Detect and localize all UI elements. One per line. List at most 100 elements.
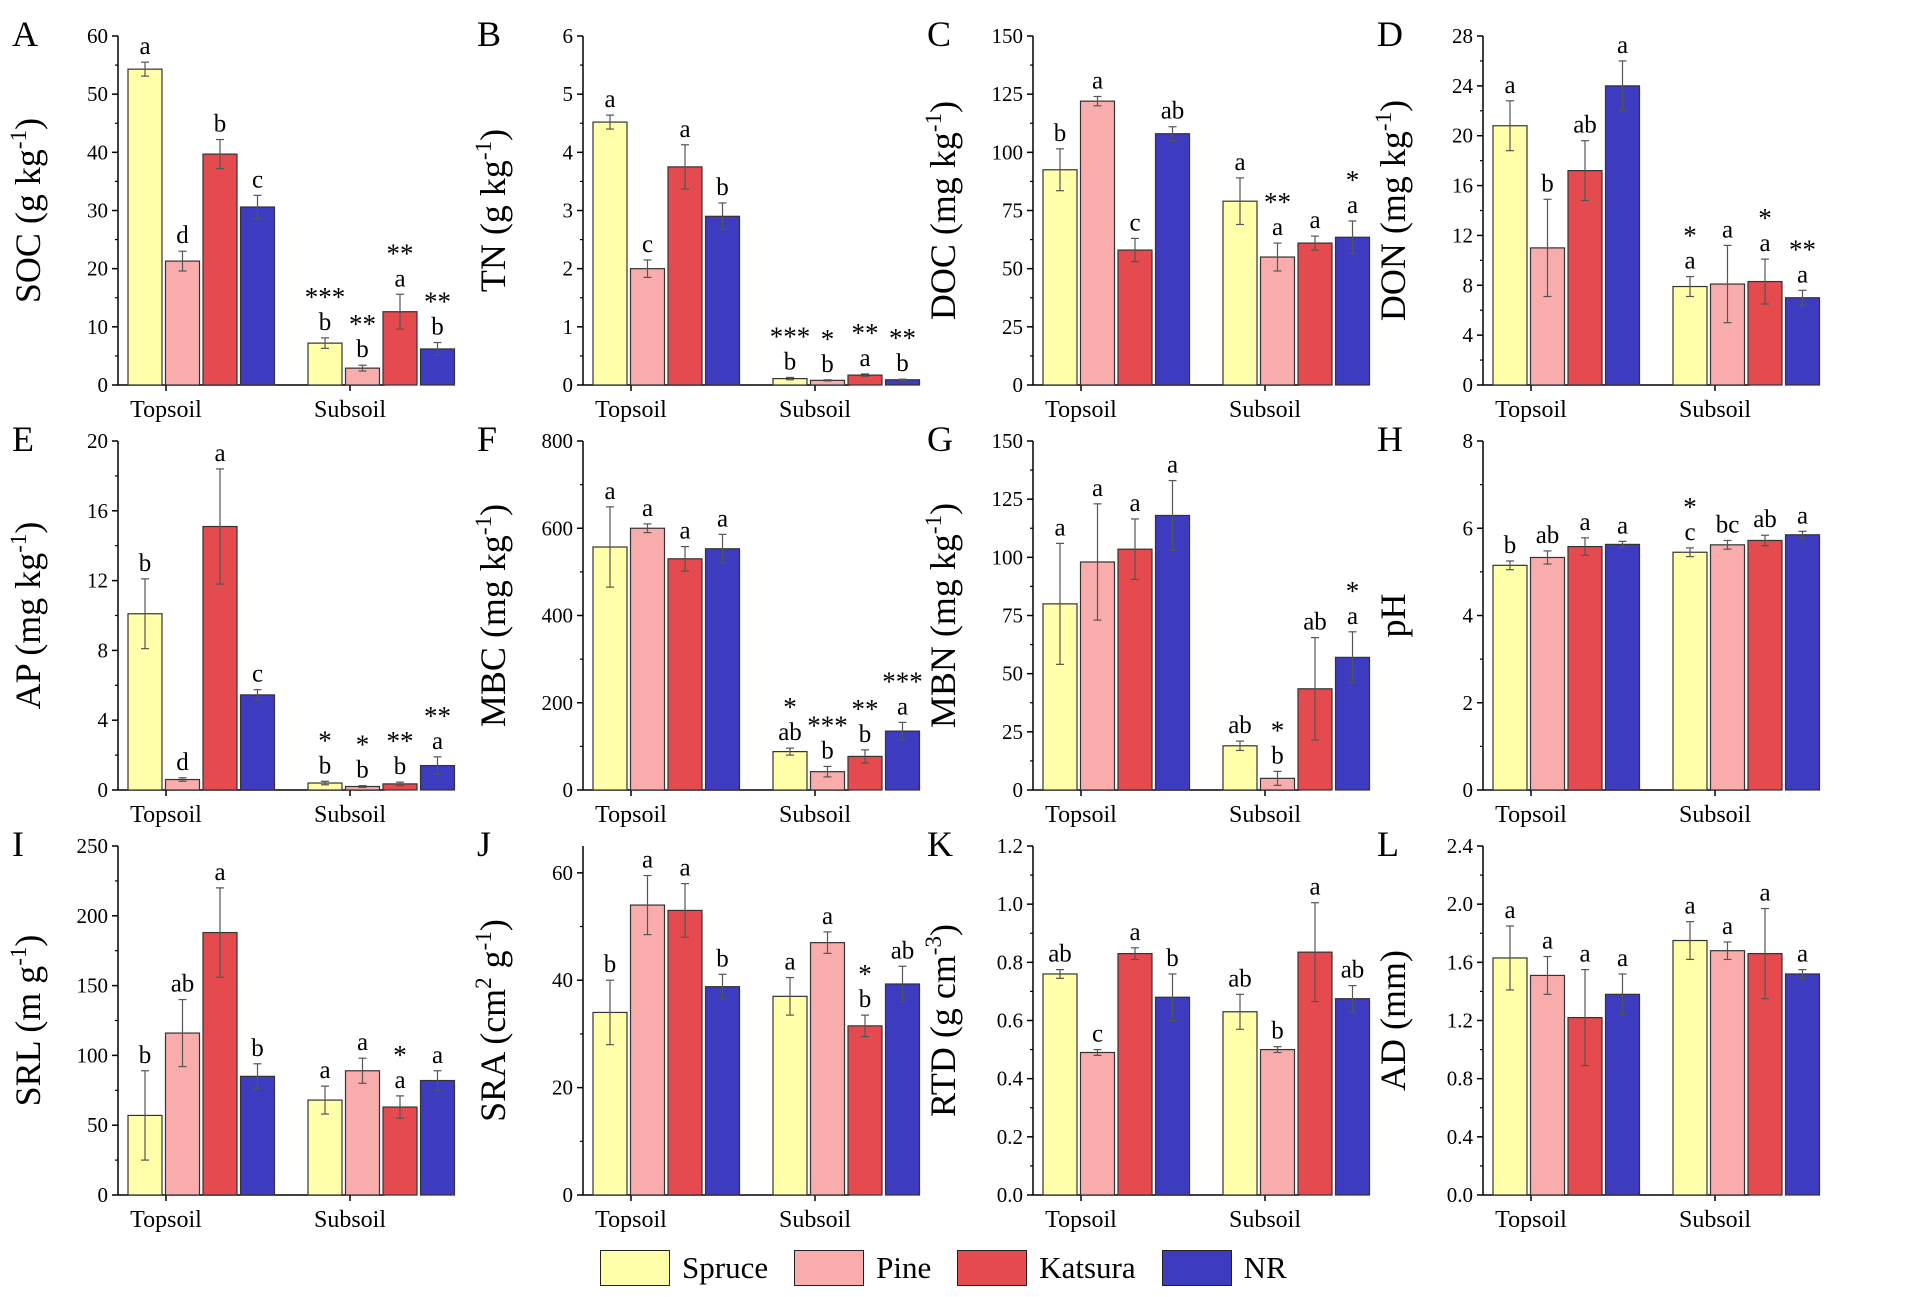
y-tick-label: 60 <box>552 861 573 885</box>
significance-stars: ** <box>852 318 879 348</box>
y-tick-label: 0 <box>563 778 574 802</box>
significance-letter: c <box>1129 209 1140 236</box>
significance-letter: b <box>1271 1018 1284 1045</box>
significance-stars: * <box>1758 203 1772 233</box>
bar-spruce-topsoil <box>592 121 628 386</box>
bar-nr-subsoil <box>1784 973 1821 1196</box>
bar-nr-topsoil <box>239 206 276 386</box>
significance-stars: * <box>1271 715 1285 745</box>
y-tick-label: 12 <box>1452 223 1473 247</box>
bar-nr-topsoil <box>704 986 741 1196</box>
panel-K: K 0.0 0.2 0.4 0.6 0.8 1.0 1.2 RTD (g cm-3) Topsoi… <box>921 824 1371 1233</box>
y-axis-label: MBN (mg kg-1) <box>921 503 963 728</box>
significance-letter: a <box>214 859 225 886</box>
significance-letter: b <box>139 1042 152 1069</box>
bar-pine-topsoil <box>629 268 666 386</box>
bar-spruce-subsoil <box>1222 200 1258 386</box>
significance-letter: a <box>604 478 615 505</box>
significance-stars: *** <box>770 321 811 351</box>
bar-katsura-subsoil <box>382 1106 418 1196</box>
bar-spruce-topsoil <box>1042 169 1078 386</box>
significance-stars: * <box>356 730 370 760</box>
significance-letter: a <box>139 33 150 60</box>
significance-letter: a <box>432 1042 443 1069</box>
bar-katsura-topsoil <box>1567 170 1603 386</box>
significance-letter: a <box>642 847 653 874</box>
y-tick-label: 200 <box>542 691 574 715</box>
y-tick-label: 150 <box>992 24 1024 48</box>
significance-letter: a <box>432 728 443 755</box>
bar-katsura-topsoil <box>1117 548 1153 791</box>
panel-letter-G: G <box>927 419 953 459</box>
category-label-subsoil: Subsoil <box>779 802 851 828</box>
legend-label-nr: NR <box>1243 1250 1287 1285</box>
category-label-subsoil: Subsoil <box>314 802 386 828</box>
y-tick-label: 1.6 <box>1447 950 1473 974</box>
significance-letter: b <box>139 550 152 577</box>
y-tick-label: 400 <box>542 604 574 628</box>
y-tick-label: 0.0 <box>1447 1183 1473 1207</box>
y-tick-label: 4 <box>563 140 574 164</box>
bar-nr-subsoil <box>419 1079 456 1196</box>
significance-letter: ab <box>891 937 915 964</box>
panel-letter-A: A <box>12 14 38 54</box>
category-label-topsoil: Topsoil <box>1045 397 1117 423</box>
panel-letter-F: F <box>477 419 497 459</box>
significance-letter: a <box>642 495 653 522</box>
significance-letter: ab <box>778 719 802 746</box>
significance-letter: b <box>821 737 834 764</box>
significance-letter: c <box>1684 519 1695 546</box>
significance-stars: * <box>1683 221 1697 251</box>
bar-nr-subsoil <box>1334 998 1371 1196</box>
y-tick-label: 40 <box>552 968 573 992</box>
category-label-subsoil: Subsoil <box>1679 802 1751 828</box>
y-tick-label: 4 <box>1463 604 1474 628</box>
y-tick-label: 0.0 <box>997 1183 1023 1207</box>
legend: Spruce Pine Katsura NR <box>600 1245 1360 1291</box>
significance-letter: c <box>252 166 263 193</box>
y-tick-label: 1 <box>563 315 574 339</box>
significance-stars: *** <box>807 710 848 740</box>
significance-letter: b <box>716 174 729 201</box>
significance-letter: a <box>1129 919 1140 946</box>
bar-pine-topsoil <box>164 260 201 386</box>
significance-letter: b <box>821 351 834 378</box>
significance-letter: a <box>319 1057 330 1084</box>
y-tick-label: 3 <box>563 199 574 223</box>
bar-pine-topsoil <box>1079 100 1116 386</box>
bar-spruce-subsoil <box>307 342 343 386</box>
significance-letter: b <box>356 336 369 363</box>
y-axis-label: SRL (m g-1) <box>6 935 48 1107</box>
y-tick-label: 0.8 <box>1447 1067 1473 1091</box>
panel-D: D 0 4 8 12 16 20 24 28 DON (mg kg-1) Topsoil Subsoi… <box>1371 14 1821 423</box>
y-tick-label: 800 <box>542 429 574 453</box>
y-tick-label: 1.2 <box>997 834 1023 858</box>
significance-letter: ab <box>1341 957 1365 984</box>
panel-A: A 0 10 20 30 40 50 60 SOC (g kg-1) Topsoil Subsoil… <box>6 14 456 423</box>
y-tick-label: 2 <box>1463 691 1474 715</box>
y-tick-label: 8 <box>1463 273 1474 297</box>
bar-katsura-topsoil <box>1567 545 1603 791</box>
category-label-topsoil: Topsoil <box>130 802 202 828</box>
significance-stars: * <box>783 692 797 722</box>
legend-label-pine: Pine <box>876 1250 932 1285</box>
significance-letter: a <box>679 855 690 882</box>
bar-nr-topsoil <box>239 694 276 791</box>
significance-letter: a <box>1759 230 1770 257</box>
y-axis-label: AD (mm) <box>1373 950 1413 1091</box>
significance-stars: *** <box>305 282 346 312</box>
significance-stars: ** <box>889 323 916 353</box>
bar-pine-topsoil <box>1079 1051 1116 1196</box>
significance-letter: bc <box>1716 511 1740 538</box>
bar-katsura-topsoil <box>1117 953 1153 1196</box>
bar-spruce-subsoil <box>1222 745 1258 791</box>
panel-letter-H: H <box>1377 419 1403 459</box>
y-tick-label: 12 <box>87 569 108 593</box>
bar-spruce-subsoil <box>772 751 808 791</box>
y-tick-label: 28 <box>1452 24 1473 48</box>
category-label-subsoil: Subsoil <box>1229 802 1301 828</box>
y-tick-label: 25 <box>1002 315 1023 339</box>
significance-letter: a <box>784 949 795 976</box>
significance-letter: a <box>1272 214 1283 241</box>
